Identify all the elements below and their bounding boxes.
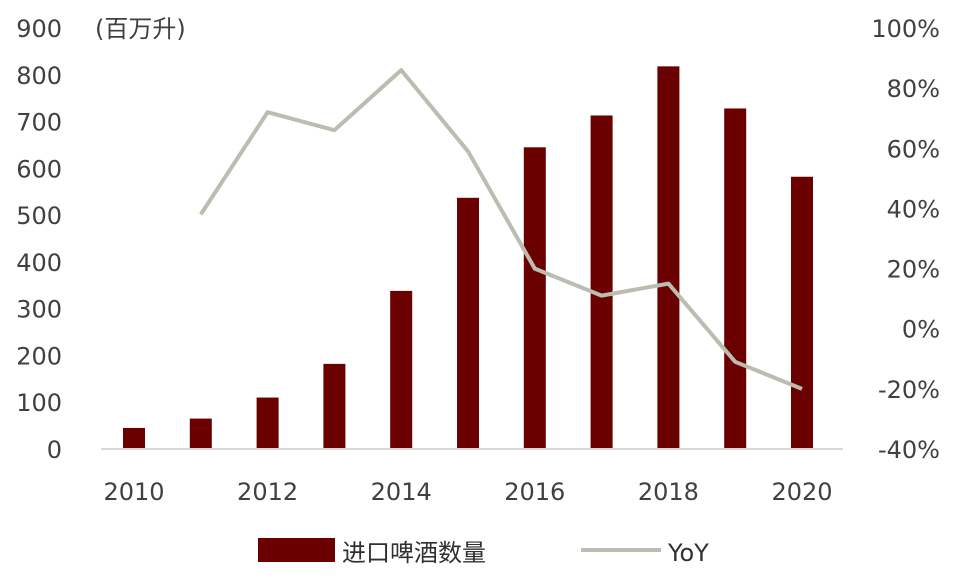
right-axis-tick-label: 80% (887, 75, 940, 103)
bar (390, 290, 413, 449)
left-axis-tick-label: 900 (16, 15, 62, 43)
right-axis-tick-label: -40% (878, 436, 940, 464)
bar (724, 108, 747, 450)
legend-label-bar: 进口啤酒数量 (342, 539, 486, 567)
left-axis-tick-label: 700 (16, 109, 62, 137)
line-path (199, 68, 803, 391)
right-axis-tick-label: 0% (902, 316, 940, 344)
legend-label-line: YoY (667, 539, 709, 567)
right-axis-tick-label: -20% (878, 376, 940, 404)
right-axis-tick-label: 40% (887, 195, 940, 223)
right-axis-tick-label: 20% (887, 256, 940, 284)
bar (590, 115, 613, 450)
bar (523, 147, 546, 450)
x-axis: 2010 2012 2014 2016 2018 2020 (103, 478, 832, 506)
left-axis-tick-label: 800 (16, 62, 62, 90)
bar (457, 197, 479, 449)
left-axis-tick-label: 400 (16, 249, 62, 277)
bar (323, 363, 346, 449)
x-axis-tick-label: 2014 (371, 478, 432, 506)
bar (256, 397, 279, 449)
bar-series (123, 66, 813, 450)
left-axis-tick-label: 600 (16, 155, 62, 183)
bar (189, 418, 212, 449)
left-axis-tick-label: 300 (16, 296, 62, 324)
right-axis: -40% -20% 0% 20% 40% 60% 80% 100% (871, 15, 940, 464)
line-series (199, 68, 803, 391)
x-axis-tick-label: 2020 (771, 478, 832, 506)
left-axis-tick-label: 100 (16, 389, 62, 417)
x-axis-tick-label: 2010 (103, 478, 164, 506)
left-axis-unit-label: (百万升) (95, 15, 186, 43)
legend-bar-swatch (258, 538, 335, 562)
right-axis-tick-label: 60% (887, 135, 940, 163)
x-axis-tick-label: 2016 (504, 478, 565, 506)
left-axis: 0 100 200 300 400 500 600 700 800 900 (16, 15, 62, 464)
bar (791, 176, 813, 449)
left-axis-tick-label: 200 (16, 342, 62, 370)
left-axis-tick-label: 0 (47, 436, 62, 464)
bar (123, 427, 145, 449)
x-axis-tick-label: 2018 (638, 478, 699, 506)
right-axis-tick-label: 100% (871, 15, 940, 43)
x-axis-tick-label: 2012 (237, 478, 298, 506)
bar (657, 66, 680, 449)
left-axis-tick-label: 500 (16, 202, 62, 230)
legend: 进口啤酒数量 YoY (258, 538, 709, 567)
